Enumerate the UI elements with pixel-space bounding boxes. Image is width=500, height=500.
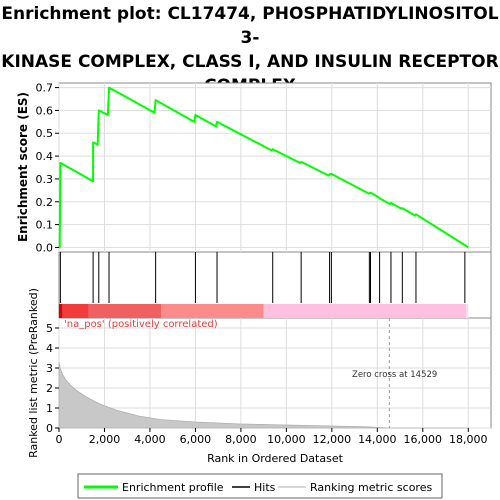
x-tick-label: 16,000: [404, 433, 443, 446]
legend-enrichment-label: Enrichment profile: [122, 481, 224, 494]
x-tick-label: 12,000: [313, 433, 352, 446]
ranked-color-bar: [59, 304, 469, 318]
es-y-tick-label: 0.2: [36, 196, 54, 209]
x-tick-label: 6,000: [180, 433, 212, 446]
ranked-y-tick-label: 5: [46, 322, 53, 335]
x-tick-label: 2,000: [89, 433, 121, 446]
ranked-y-tick-label: 3: [46, 362, 53, 375]
es-y-tick-label: 0.3: [36, 173, 54, 186]
ranked-grid: [58, 318, 491, 429]
es-y-ticks: 0.0 0.1 0.2 0.3 0.4 0.5 0.6 0.7: [36, 82, 59, 254]
es-y-tick-label: 0.5: [36, 127, 54, 140]
x-tick-label: 14,000: [358, 433, 397, 446]
x-tick-label: 0: [56, 433, 63, 446]
es-grid: [58, 83, 491, 252]
ranked-y-axis-label: Ranked list metric (PreRanked): [27, 288, 40, 458]
positive-correlation-label: 'na_pos' (positively correlated): [64, 319, 218, 330]
es-y-tick-label: 0.1: [36, 219, 54, 232]
es-panel-frame: [58, 82, 492, 253]
ranked-y-tick-label: 4: [46, 342, 53, 355]
x-tick-label: 10,000: [267, 433, 306, 446]
hits-ticks: [59, 252, 466, 303]
es-y-tick-label: 0.4: [36, 150, 54, 163]
es-y-axis-label: Enrichment score (ES): [16, 92, 30, 242]
ranked-y-tick-label: 1: [46, 402, 53, 415]
legend-ranking-label: Ranking metric scores: [310, 481, 432, 494]
ranking-metric-fill: [58, 361, 469, 429]
title-line-1: Enrichment plot: CL17474, PHOSPHATIDYLIN…: [1, 4, 499, 48]
zero-cross-label: Zero cross at 14529: [352, 370, 437, 380]
color-bar-segment: [263, 304, 466, 318]
color-bar-segment: [59, 304, 63, 318]
enrichment-profile-line: [58, 86, 469, 249]
ranked-x-ticks: 0 2,000 4,000 6,000 8,000 10,000 12,000 14,000 1…: [56, 428, 488, 446]
color-bar-segment: [161, 304, 264, 318]
color-bar-segment: [465, 304, 469, 318]
ranked-y-tick-label: 0: [46, 422, 53, 435]
x-tick-label: 4,000: [134, 433, 166, 446]
color-bar-segment: [62, 304, 89, 318]
enrichment-profile-path: [58, 86, 469, 249]
ranked-panel-frame: [58, 317, 492, 429]
ranked-y-tick-label: 2: [46, 382, 53, 395]
es-y-tick-label: 0.7: [36, 82, 54, 95]
legend-box: [77, 473, 443, 499]
ranking-metric-area: [58, 361, 469, 429]
color-bar-segment: [88, 304, 162, 318]
x-tick-label: 18,000: [449, 433, 488, 446]
es-y-tick-label: 0.6: [36, 104, 54, 117]
x-axis-label: Rank in Ordered Dataset: [207, 452, 344, 465]
legend-hits-label: Hits: [254, 481, 276, 494]
es-y-tick-label: 0.0: [36, 241, 54, 254]
ranked-y-ticks: 0 1 2 3 4 5: [46, 322, 59, 435]
x-tick-label: 8,000: [225, 433, 257, 446]
title-line-2: KINASE COMPLEX, CLASS I, AND INSULIN REC…: [1, 52, 499, 72]
